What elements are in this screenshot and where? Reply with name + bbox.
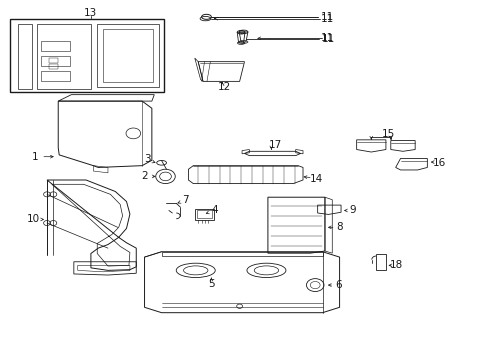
Bar (10, 19, 163, 92)
Text: 14: 14 (309, 174, 323, 184)
Text: 18: 18 (389, 260, 403, 270)
Text: 8: 8 (336, 222, 342, 232)
Bar (41, 56, 70, 66)
Text: 4: 4 (210, 205, 217, 215)
Text: 3: 3 (144, 154, 151, 164)
Text: 6: 6 (334, 280, 341, 290)
Text: 15: 15 (381, 129, 394, 139)
Bar (197, 211, 211, 219)
Bar (41, 41, 70, 51)
Text: 17: 17 (268, 140, 281, 150)
Text: 10: 10 (27, 215, 41, 224)
Bar (194, 209, 214, 220)
Text: 11: 11 (320, 33, 333, 43)
Bar (41, 71, 70, 81)
Text: 2: 2 (141, 171, 147, 181)
Text: 9: 9 (349, 206, 355, 216)
Bar (49, 64, 58, 69)
Text: 11: 11 (320, 12, 333, 22)
Text: 13: 13 (84, 8, 97, 18)
Text: 11: 11 (321, 34, 334, 44)
Text: 12: 12 (217, 82, 230, 93)
Text: 11: 11 (320, 14, 333, 24)
Text: 5: 5 (207, 279, 214, 289)
Text: 7: 7 (182, 195, 188, 205)
Text: 16: 16 (432, 158, 445, 168)
Bar (49, 58, 58, 63)
Bar (375, 254, 385, 270)
Text: 1: 1 (31, 152, 38, 162)
